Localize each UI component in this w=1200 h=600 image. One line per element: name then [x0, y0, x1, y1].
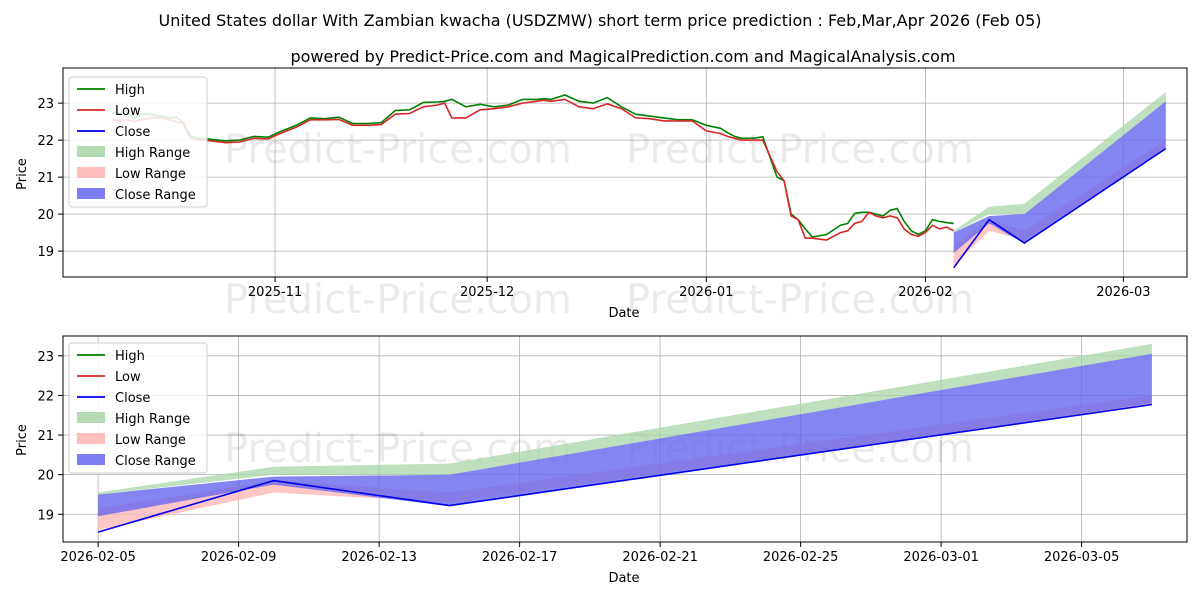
x-tick-label: 2025-11 — [248, 285, 302, 300]
high-range-band — [953, 92, 1166, 233]
top-series — [112, 92, 1167, 269]
legend-label: Low Range — [115, 433, 186, 448]
legend-label: High — [115, 83, 145, 98]
x-tick-label: 2026-03 — [1096, 285, 1150, 300]
bottom-ticks: 2026-02-05 2026-02-09 2026-02-13 2026-02-17… — [37, 350, 1119, 565]
legend-label: High Range — [115, 146, 190, 161]
top-axes-frame — [62, 67, 1188, 278]
legend-label: Low Range — [115, 167, 186, 182]
top-x-axis-label: Date — [608, 306, 639, 321]
y-tick-label: 23 — [37, 350, 54, 365]
legend-patch-swatch — [77, 167, 105, 178]
top-legend: High Low Close High Range Low Range Close Ran… — [68, 76, 208, 208]
close-line — [953, 147, 1167, 269]
x-tick-label: 2025-12 — [460, 285, 514, 300]
x-tick-label: 2026-02 — [898, 285, 952, 300]
y-tick-label: 20 — [37, 469, 54, 484]
close-range-band — [953, 101, 1166, 253]
legend-patch-swatch — [77, 188, 105, 199]
legend-label: High Range — [115, 412, 190, 427]
low-range-band — [98, 395, 1152, 531]
legend-patch-swatch — [77, 433, 105, 444]
x-tick-label: 2026-02-13 — [341, 550, 417, 565]
x-tick-label: 2026-03-05 — [1044, 550, 1120, 565]
high-range-band — [98, 343, 1152, 495]
y-tick-label: 21 — [37, 171, 54, 186]
top-y-axis-label: Price — [15, 158, 30, 190]
watermark-text: Predict-Price.com — [626, 277, 974, 323]
y-tick-label: 23 — [37, 97, 54, 112]
legend-label: Close Range — [115, 454, 196, 469]
y-tick-label: 21 — [37, 429, 54, 444]
watermark-text: Predict-Price.com — [224, 277, 572, 323]
bottom-series — [97, 343, 1153, 533]
top-ticks: 2025-11 2025-12 2026-01 2026-02 2026-03 19 20 2… — [37, 97, 1150, 300]
y-tick-label: 22 — [37, 389, 54, 404]
low-line — [112, 98, 955, 241]
x-tick-label: 2026-02-17 — [482, 550, 558, 565]
high-line — [112, 94, 954, 238]
x-tick-label: 2026-02-05 — [60, 550, 136, 565]
legend-label: Low — [115, 370, 141, 385]
close-range-band — [98, 353, 1152, 517]
y-tick-label: 19 — [37, 508, 54, 523]
y-tick-label: 20 — [37, 208, 54, 223]
y-tick-label: 22 — [37, 134, 54, 149]
x-tick-label: 2026-03-01 — [903, 550, 979, 565]
forecast-panel: Predict-Price.com Predict-Price.com 2026… — [15, 335, 1188, 586]
bottom-axes-frame — [62, 335, 1188, 543]
legend-label: Close — [115, 125, 150, 140]
legend-patch-swatch — [77, 412, 105, 423]
close-line — [97, 403, 1153, 533]
watermark-text: Predict-Price.com — [626, 127, 974, 173]
y-tick-label: 19 — [37, 245, 54, 260]
bottom-legend: High Low Close High Range Low Range Close Ran… — [68, 342, 208, 474]
x-tick-label: 2026-02-21 — [622, 550, 698, 565]
chart-subtitle: powered by Predict-Price.com and Magical… — [290, 47, 955, 66]
history-panel: Predict-Price.com Predict-Price.com Pred… — [15, 67, 1188, 323]
legend-label: Close — [115, 391, 150, 406]
watermark-text: Predict-Price.com — [224, 127, 572, 173]
x-tick-label: 2026-02-25 — [763, 550, 839, 565]
low-range-band — [953, 140, 1166, 266]
legend-label: Close Range — [115, 188, 196, 203]
bottom-y-axis-label: Price — [15, 424, 30, 456]
legend-patch-swatch — [77, 146, 105, 157]
x-tick-label: 2026-01 — [679, 285, 733, 300]
bottom-x-axis-label: Date — [608, 571, 639, 586]
x-tick-label: 2026-02-09 — [201, 550, 277, 565]
legend-patch-swatch — [77, 454, 105, 465]
legend-label: Low — [115, 104, 141, 119]
chart-title: United States dollar With Zambian kwacha… — [158, 11, 1041, 30]
legend-label: High — [115, 349, 145, 364]
